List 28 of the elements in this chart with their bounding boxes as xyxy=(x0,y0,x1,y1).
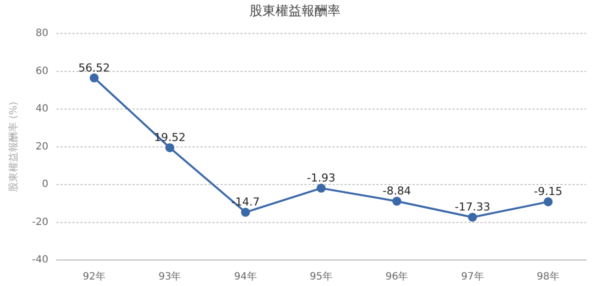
x-tick-label: 92年 xyxy=(82,270,106,283)
y-tick-label: 60 xyxy=(36,66,48,77)
y-tick-label: -40 xyxy=(32,254,48,266)
x-tick-label: 98年 xyxy=(536,270,560,283)
y-tick-label: -20 xyxy=(32,216,48,228)
point xyxy=(165,143,174,152)
point xyxy=(392,196,402,206)
x-tick-label: 96年 xyxy=(385,270,408,283)
x-tick-label: 97年 xyxy=(461,270,484,283)
point xyxy=(241,208,250,217)
point xyxy=(316,184,326,193)
point xyxy=(544,197,553,206)
point xyxy=(468,212,477,222)
x-tick-label: 93年 xyxy=(158,270,182,283)
data-label: -17.33 xyxy=(454,200,490,214)
y-tick-label: 20 xyxy=(36,141,48,152)
data-label: -9.15 xyxy=(534,185,562,198)
y-tick-label: 40 xyxy=(36,104,48,115)
data-label: -8.84 xyxy=(382,184,412,198)
data-label: -1.93 xyxy=(306,172,336,185)
y-tick-label: 80 xyxy=(36,28,48,40)
data-label: 56.52 xyxy=(78,61,110,74)
x-tick-label: 94年 xyxy=(234,270,257,283)
x-tick-label: 95年 xyxy=(310,270,333,283)
point xyxy=(90,73,99,82)
y-axis-title: 股東權益報酬率 (%) xyxy=(8,101,20,192)
chart-title: 股東權益報酬率 xyxy=(250,3,340,20)
y-tick-label: 0 xyxy=(42,179,48,190)
